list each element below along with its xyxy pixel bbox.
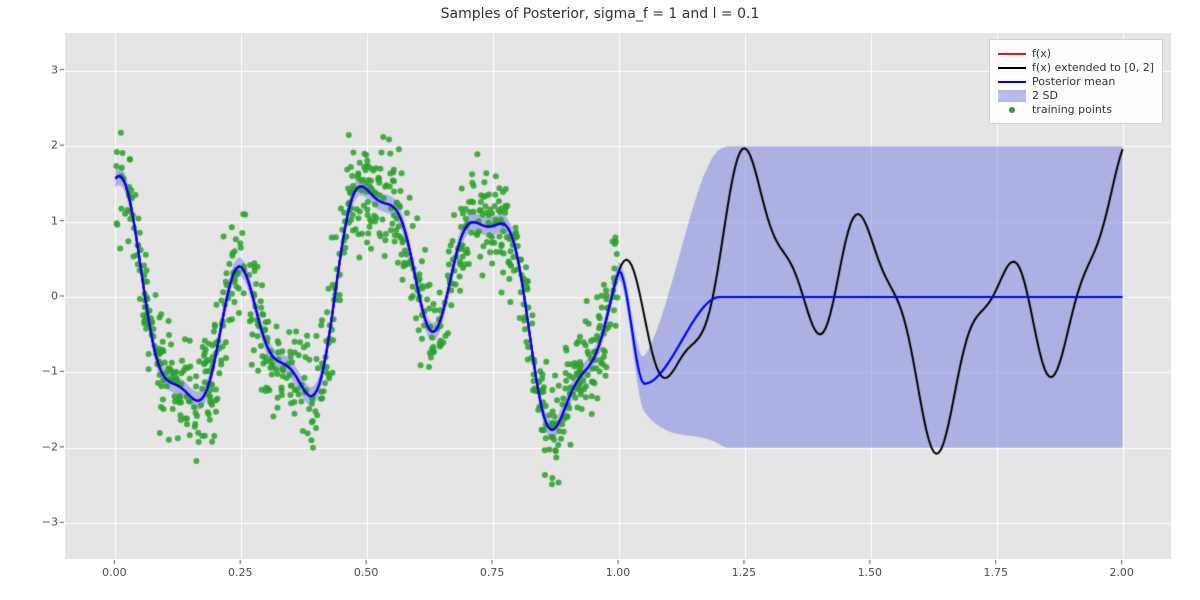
x-tick-label: 0.00	[102, 566, 127, 579]
x-tick-label: 1.00	[606, 566, 631, 579]
y-tick-label: 2	[34, 139, 58, 152]
figure: Samples of Posterior, sigma_f = 1 and l …	[0, 0, 1200, 600]
y-tick-label: −2	[34, 440, 58, 453]
x-tick-label: 2.00	[1109, 566, 1134, 579]
y-tick-label: 1	[34, 214, 58, 227]
tick-canvas	[0, 0, 1200, 600]
x-tick-label: 1.75	[983, 566, 1008, 579]
x-tick-label: 0.50	[354, 566, 379, 579]
x-tick-label: 1.50	[858, 566, 883, 579]
x-tick-label: 0.25	[228, 566, 253, 579]
y-tick-label: 3	[34, 63, 58, 76]
x-tick-label: 0.75	[480, 566, 505, 579]
y-tick-label: 0	[34, 290, 58, 303]
x-tick-label: 1.25	[732, 566, 757, 579]
y-tick-label: −3	[34, 516, 58, 529]
y-tick-label: −1	[34, 365, 58, 378]
